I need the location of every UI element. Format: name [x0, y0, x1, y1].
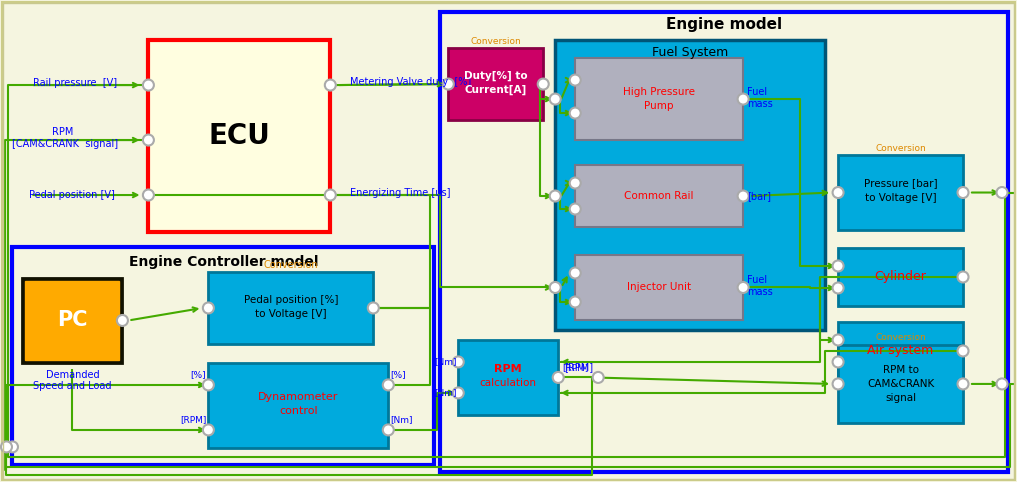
- Circle shape: [453, 388, 464, 399]
- Circle shape: [202, 379, 214, 390]
- Circle shape: [570, 75, 581, 86]
- Text: Air system: Air system: [868, 345, 934, 358]
- FancyBboxPatch shape: [576, 255, 743, 320]
- Text: Energizing Time [us]: Energizing Time [us]: [350, 188, 451, 198]
- FancyBboxPatch shape: [208, 272, 373, 344]
- Text: Conversion: Conversion: [471, 37, 521, 46]
- Text: to Voltage [V]: to Voltage [V]: [864, 192, 937, 202]
- Text: Engine model: Engine model: [666, 16, 782, 32]
- Circle shape: [833, 187, 843, 198]
- FancyBboxPatch shape: [459, 340, 558, 415]
- Circle shape: [570, 268, 581, 279]
- Text: Engine Controller model: Engine Controller model: [128, 255, 318, 269]
- Circle shape: [833, 335, 843, 346]
- Text: Pump: Pump: [645, 101, 674, 111]
- Text: signal: signal: [885, 393, 916, 403]
- Text: Injector Unit: Injector Unit: [627, 282, 692, 293]
- Text: [Nm]: [Nm]: [434, 388, 457, 398]
- Circle shape: [737, 94, 749, 105]
- Circle shape: [368, 303, 378, 313]
- Circle shape: [833, 357, 843, 367]
- Text: [%]: [%]: [191, 371, 206, 379]
- Text: Fuel: Fuel: [747, 276, 767, 285]
- Text: RPM: RPM: [494, 364, 522, 375]
- Text: [RPM]: [RPM]: [180, 415, 206, 425]
- Text: Pedal position [%]: Pedal position [%]: [244, 295, 338, 305]
- Circle shape: [538, 79, 549, 90]
- Text: Rail pressure  [V]: Rail pressure [V]: [34, 78, 118, 88]
- Circle shape: [833, 260, 843, 271]
- Circle shape: [570, 107, 581, 119]
- Text: Fuel System: Fuel System: [652, 46, 728, 59]
- Text: Conversion: Conversion: [876, 144, 925, 152]
- Text: to Voltage [V]: to Voltage [V]: [255, 309, 326, 319]
- Circle shape: [570, 296, 581, 308]
- Circle shape: [550, 94, 560, 105]
- FancyBboxPatch shape: [838, 248, 963, 306]
- Text: RPM: RPM: [52, 127, 73, 137]
- Circle shape: [593, 372, 604, 383]
- Circle shape: [958, 378, 968, 389]
- Circle shape: [570, 203, 581, 214]
- Text: [Nm]: [Nm]: [391, 415, 413, 425]
- FancyBboxPatch shape: [448, 48, 543, 120]
- Text: Pedal position [V]: Pedal position [V]: [29, 190, 115, 200]
- Circle shape: [117, 315, 128, 326]
- Circle shape: [1, 442, 12, 453]
- Circle shape: [833, 282, 843, 294]
- FancyBboxPatch shape: [838, 345, 963, 423]
- Circle shape: [324, 189, 336, 201]
- Text: Common Rail: Common Rail: [624, 191, 694, 201]
- Text: [CAM&CRANK  signal]: [CAM&CRANK signal]: [12, 139, 119, 149]
- Text: Cylinder: Cylinder: [875, 270, 926, 283]
- Text: control: control: [279, 406, 317, 416]
- FancyBboxPatch shape: [25, 281, 119, 360]
- Text: mass: mass: [747, 99, 773, 109]
- Text: Conversion: Conversion: [263, 260, 318, 270]
- Text: mass: mass: [747, 287, 773, 297]
- Text: Pressure [bar]: Pressure [bar]: [863, 178, 938, 188]
- Circle shape: [202, 425, 214, 435]
- Circle shape: [833, 378, 843, 389]
- Circle shape: [550, 282, 560, 293]
- Text: Demanded: Demanded: [46, 370, 100, 380]
- Circle shape: [552, 372, 563, 383]
- Circle shape: [7, 442, 18, 453]
- Text: CAM&CRANK: CAM&CRANK: [866, 379, 935, 389]
- Text: Fuel: Fuel: [747, 87, 767, 97]
- Text: calculation: calculation: [480, 378, 537, 388]
- Circle shape: [958, 346, 968, 357]
- Circle shape: [382, 379, 394, 390]
- Text: [bar]: [bar]: [747, 191, 771, 201]
- Circle shape: [143, 189, 154, 201]
- FancyBboxPatch shape: [576, 165, 743, 227]
- Circle shape: [453, 357, 464, 367]
- Circle shape: [202, 303, 214, 313]
- Circle shape: [382, 425, 394, 435]
- Text: PC: PC: [57, 310, 87, 331]
- Text: High Pressure: High Pressure: [623, 87, 696, 97]
- FancyBboxPatch shape: [22, 278, 122, 363]
- Circle shape: [737, 282, 749, 293]
- Circle shape: [570, 177, 581, 188]
- Text: Speed and Load: Speed and Load: [34, 381, 112, 391]
- FancyBboxPatch shape: [555, 40, 825, 330]
- Circle shape: [737, 190, 749, 201]
- Text: Metering Valve duty  [%]: Metering Valve duty [%]: [350, 77, 471, 87]
- Circle shape: [143, 80, 154, 91]
- Text: [RPM]: [RPM]: [563, 362, 593, 373]
- Circle shape: [550, 190, 560, 201]
- Circle shape: [997, 378, 1008, 389]
- Circle shape: [143, 134, 154, 146]
- Text: [RPM]: [RPM]: [562, 363, 589, 372]
- Text: Dynamometer: Dynamometer: [258, 392, 339, 402]
- FancyBboxPatch shape: [576, 58, 743, 140]
- Text: Current[A]: Current[A]: [465, 85, 527, 95]
- Circle shape: [442, 79, 454, 90]
- Circle shape: [958, 187, 968, 198]
- FancyBboxPatch shape: [838, 155, 963, 230]
- Text: RPM to: RPM to: [883, 365, 918, 375]
- Circle shape: [958, 271, 968, 282]
- Text: [%]: [%]: [391, 371, 406, 379]
